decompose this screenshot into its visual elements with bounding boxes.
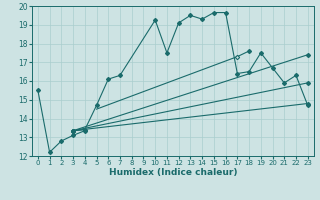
X-axis label: Humidex (Indice chaleur): Humidex (Indice chaleur) (108, 168, 237, 177)
